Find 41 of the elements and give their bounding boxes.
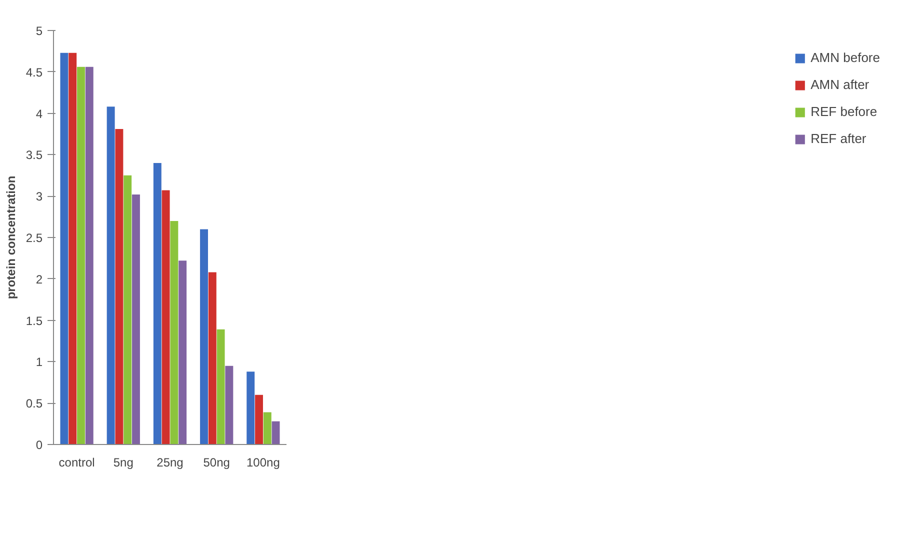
y-tick-label: 5: [36, 24, 43, 38]
y-tick-label: 1.5: [26, 314, 43, 328]
bar: [85, 66, 94, 444]
y-tick-label: 2: [36, 272, 43, 286]
bar: [216, 329, 225, 444]
bar: [208, 272, 216, 444]
bar: [115, 129, 124, 444]
bar: [178, 260, 187, 444]
bar: [132, 194, 140, 444]
bar: [162, 190, 170, 444]
bar: [170, 220, 178, 444]
x-tick-label: control: [58, 456, 95, 470]
legend-label: AMN before: [810, 50, 880, 65]
bar: [255, 394, 263, 444]
bar: [106, 106, 115, 444]
legend-label: AMN after: [810, 77, 870, 92]
x-tick-label: 25ng: [156, 456, 184, 470]
bar: [263, 412, 272, 444]
bar: [272, 421, 280, 444]
bar: [246, 372, 255, 444]
bar: [68, 52, 77, 444]
y-axis-title: protein concentration: [4, 176, 18, 300]
y-tick-label: 3.5: [26, 148, 43, 162]
x-tick-label: 50ng: [203, 456, 230, 470]
y-tick-label: 2.5: [26, 231, 43, 245]
y-tick-label: 1: [36, 355, 43, 370]
y-tick-label: 3: [36, 190, 43, 204]
legend-label: REF after: [810, 131, 866, 146]
y-tick-label: 0.5: [26, 396, 43, 411]
y-tick-label: 4.5: [26, 65, 43, 80]
x-tick-label: 5ng: [113, 456, 134, 470]
legend-label: REF before: [810, 104, 878, 119]
bar: [153, 162, 162, 444]
bar: [200, 229, 208, 444]
y-tick-label: 0: [36, 438, 43, 452]
x-tick-label: 100ng: [246, 456, 280, 470]
bar: [60, 52, 68, 444]
y-tick-label: 4: [36, 106, 43, 121]
bar: [77, 66, 85, 444]
bar: [124, 175, 132, 444]
bar: [225, 366, 234, 444]
